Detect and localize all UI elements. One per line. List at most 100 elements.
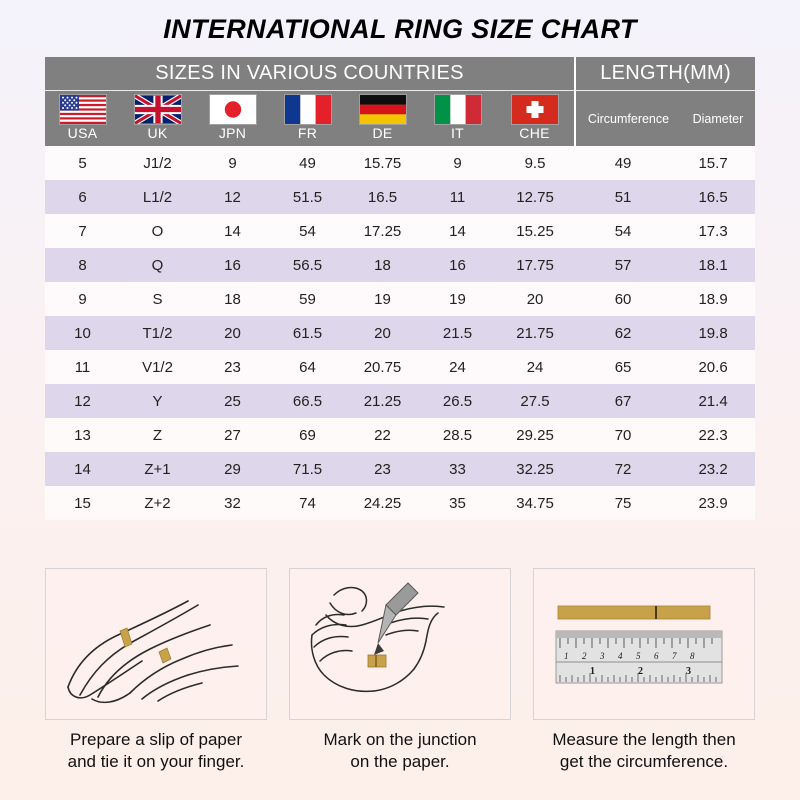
cell-che: 34.75 xyxy=(495,486,576,520)
cell-circumference: 57 xyxy=(575,248,672,282)
cell-jpn: 16 xyxy=(195,248,270,282)
cell-jpn: 27 xyxy=(195,418,270,452)
ruler-measuring-paper-strip-illustration: 1 2 3 4 5 6 7 8 1 2 3 xyxy=(555,605,723,684)
instruction-caption-1: Prepare a slip of paper and tie it on yo… xyxy=(45,729,267,773)
ruler-cm-2: 2 xyxy=(582,651,587,661)
cell-circumference: 70 xyxy=(575,418,672,452)
column-header-che-label: CHE xyxy=(519,125,550,141)
cell-usa: 9 xyxy=(45,282,120,316)
instruction-step-1: Prepare a slip of paper and tie it on yo… xyxy=(45,568,267,773)
cell-che: 32.25 xyxy=(495,452,576,486)
cell-uk: Z+1 xyxy=(120,452,195,486)
flag-japan-icon xyxy=(209,95,256,124)
column-header-de: DE xyxy=(345,90,420,146)
column-header-fr-label: FR xyxy=(297,125,318,141)
cell-fr: 59 xyxy=(270,282,345,316)
cell-it: 16 xyxy=(420,248,495,282)
cell-fr: 56.5 xyxy=(270,248,345,282)
table-row: 15 Z+2 32 74 24.25 35 34.75 75 23.9 xyxy=(45,486,756,520)
cell-usa: 6 xyxy=(45,180,120,214)
cell-jpn: 23 xyxy=(195,350,270,384)
paper-strip xyxy=(557,605,711,620)
cell-it: 14 xyxy=(420,214,495,248)
cell-uk: S xyxy=(120,282,195,316)
cell-fr: 54 xyxy=(270,214,345,248)
cell-uk: Y xyxy=(120,384,195,418)
column-header-length-sub: Circumference Diameter xyxy=(574,90,756,146)
column-header-diameter: Diameter xyxy=(692,111,744,126)
cell-de: 24.25 xyxy=(345,486,420,520)
cell-circumference: 75 xyxy=(575,486,672,520)
cell-de: 23 xyxy=(345,452,420,486)
cell-fr: 74 xyxy=(270,486,345,520)
flag-france-icon xyxy=(284,95,331,124)
ruler-cm-8: 8 xyxy=(690,651,695,661)
table-row: 9 S 18 59 19 19 20 60 18.9 xyxy=(45,282,756,316)
instruction-caption-1-line2: and tie it on your finger. xyxy=(67,752,245,771)
ring-size-table: SIZES IN VARIOUS COUNTRIES LENGTH(MM) xyxy=(45,57,756,520)
cell-che: 15.25 xyxy=(495,214,576,248)
cell-jpn: 14 xyxy=(195,214,270,248)
cell-circumference: 67 xyxy=(575,384,672,418)
cell-usa: 8 xyxy=(45,248,120,282)
cell-che: 27.5 xyxy=(495,384,576,418)
cell-usa: 10 xyxy=(45,316,120,350)
cell-uk: T1/2 xyxy=(120,316,195,350)
cell-fr: 71.5 xyxy=(270,452,345,486)
cell-it: 9 xyxy=(420,146,495,180)
cell-uk: O xyxy=(120,214,195,248)
ruler-inch-3: 3 xyxy=(686,666,691,677)
cell-fr: 64 xyxy=(270,350,345,384)
cell-che: 17.75 xyxy=(495,248,576,282)
hand-with-paper-strip-illustration xyxy=(67,600,239,704)
ring-size-table-body: 5 J1/2 9 49 15.75 9 9.5 49 15.7 6 L1/2 1… xyxy=(45,146,756,520)
cell-it: 28.5 xyxy=(420,418,495,452)
ruler-cm-1: 1 xyxy=(564,651,569,661)
column-header-it: IT xyxy=(420,90,495,146)
cell-it: 26.5 xyxy=(420,384,495,418)
ruler-cm-4: 4 xyxy=(618,651,623,661)
ruler-cm-3: 3 xyxy=(599,651,605,661)
cell-circumference: 65 xyxy=(575,350,672,384)
flag-usa-icon xyxy=(59,95,106,124)
cell-diameter: 23.2 xyxy=(671,452,756,486)
ruler-cm-7: 7 xyxy=(672,651,677,661)
cell-uk: J1/2 xyxy=(120,146,195,180)
cell-de: 15.75 xyxy=(345,146,420,180)
instruction-caption-2-line1: Mark on the junction xyxy=(323,730,477,749)
column-header-usa-label: USA xyxy=(67,125,98,141)
cell-diameter: 15.7 xyxy=(671,146,756,180)
cell-diameter: 21.4 xyxy=(671,384,756,418)
instruction-step-2: Mark on the junction on the paper. xyxy=(289,568,511,773)
cell-fr: 66.5 xyxy=(270,384,345,418)
table-row: 13 Z 27 69 22 28.5 29.25 70 22.3 xyxy=(45,418,756,452)
cell-jpn: 18 xyxy=(195,282,270,316)
instruction-step-3: 1 2 3 4 5 6 7 8 1 2 3 xyxy=(533,568,755,773)
cell-de: 16.5 xyxy=(345,180,420,214)
cell-fr: 49 xyxy=(270,146,345,180)
cell-diameter: 19.8 xyxy=(671,316,756,350)
cell-de: 17.25 xyxy=(345,214,420,248)
cell-it: 35 xyxy=(420,486,495,520)
flag-switzerland-icon xyxy=(511,95,558,124)
column-header-jpn: JPN xyxy=(195,90,270,146)
cell-diameter: 20.6 xyxy=(671,350,756,384)
cell-de: 19 xyxy=(345,282,420,316)
column-header-jpn-label: JPN xyxy=(218,125,247,141)
cell-jpn: 9 xyxy=(195,146,270,180)
cell-circumference: 51 xyxy=(575,180,672,214)
table-row: 5 J1/2 9 49 15.75 9 9.5 49 15.7 xyxy=(45,146,756,180)
table-row: 6 L1/2 12 51.5 16.5 11 12.75 51 16.5 xyxy=(45,180,756,214)
cell-jpn: 12 xyxy=(195,180,270,214)
instructions-container: Prepare a slip of paper and tie it on yo… xyxy=(45,568,755,773)
cell-it: 11 xyxy=(420,180,495,214)
cell-usa: 7 xyxy=(45,214,120,248)
cell-che: 21.75 xyxy=(495,316,576,350)
instruction-caption-3-line1: Measure the length then xyxy=(552,730,736,749)
column-header-circumference: Circumference xyxy=(587,111,670,126)
instruction-caption-3-line2: get the circumference. xyxy=(559,752,729,771)
cell-uk: L1/2 xyxy=(120,180,195,214)
cell-uk: V1/2 xyxy=(120,350,195,384)
cell-che: 12.75 xyxy=(495,180,576,214)
header-sizes-in-various-countries: SIZES IN VARIOUS COUNTRIES xyxy=(45,57,576,91)
